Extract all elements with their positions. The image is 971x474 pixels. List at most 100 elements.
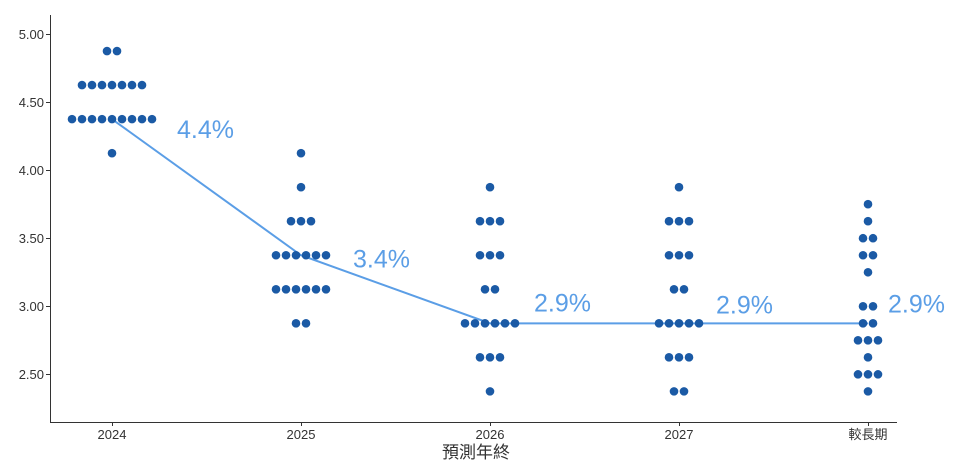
- dot-2027: [694, 319, 704, 328]
- dot-2027: [674, 250, 684, 260]
- dot-2026: [485, 353, 495, 362]
- dot-2025: [281, 250, 291, 260]
- dot-longer-run: [863, 216, 873, 226]
- dot-longer-run: [863, 370, 873, 379]
- median-labels: 4.4% 3.4% 2.9% 2.9% 2.9%: [177, 116, 945, 319]
- dot-longer-run: [858, 319, 868, 328]
- x-tick-label-2025: 2025: [287, 427, 316, 442]
- median-label-2027: 2.9%: [716, 291, 773, 319]
- dot-2024: [77, 114, 87, 124]
- dot-2027: [674, 216, 684, 226]
- dot-2026: [480, 319, 490, 328]
- dot-2026: [490, 284, 500, 294]
- dot-2027: [674, 353, 684, 362]
- dot-2025: [311, 250, 321, 260]
- dot-2026: [495, 250, 505, 260]
- dot-2025: [291, 319, 301, 328]
- dot-2026: [475, 216, 485, 226]
- x-tick-label-2024: 2024: [98, 427, 127, 442]
- dot-2025: [306, 216, 316, 226]
- dot-2027: [684, 250, 694, 260]
- dot-2024: [67, 114, 77, 124]
- dot-2026: [480, 284, 490, 294]
- dot-2026: [485, 182, 495, 192]
- dot-longer-run: [858, 301, 868, 311]
- dot-2024: [137, 80, 147, 90]
- dot-2027: [684, 319, 694, 328]
- dot-2026: [460, 319, 470, 328]
- dot-longer-run: [853, 336, 863, 345]
- x-tick-label-2027: 2027: [665, 427, 694, 442]
- dot-2024: [112, 46, 122, 56]
- median-label-2026: 2.9%: [534, 289, 591, 317]
- dot-2024: [107, 148, 117, 158]
- median-label-longer-run: 2.9%: [888, 290, 945, 318]
- dot-2025: [321, 250, 331, 260]
- median-line: [111, 118, 868, 325]
- median-line-group: [111, 118, 868, 325]
- x-tick-label-longer-run: 較長期: [848, 427, 887, 442]
- dot-2024: [97, 80, 107, 90]
- dot-longer-run: [858, 250, 868, 260]
- axes: [50, 15, 897, 423]
- dot-2025: [301, 284, 311, 294]
- dot-2024: [117, 114, 127, 124]
- y-tick-label: 3.00: [19, 299, 44, 314]
- dot-2026: [485, 216, 495, 226]
- dot-2027: [684, 353, 694, 362]
- dot-2024: [102, 46, 112, 56]
- dot-2026: [475, 250, 485, 260]
- dot-2024: [127, 114, 137, 124]
- dot-longer-run: [868, 233, 878, 243]
- dot-2025: [296, 182, 306, 192]
- dot-longer-run: [863, 353, 873, 362]
- dot-2026: [495, 353, 505, 362]
- dot-longer-run: [873, 336, 883, 345]
- median-label-2024: 4.4%: [177, 116, 234, 144]
- dot-2025: [271, 284, 281, 294]
- median-label-2025: 3.4%: [353, 245, 410, 273]
- dot-2027: [679, 284, 689, 294]
- y-tick-label: 5.00: [19, 27, 44, 42]
- dot-2026: [495, 216, 505, 226]
- dot-2027: [674, 319, 684, 328]
- dot-2027: [669, 387, 679, 396]
- dot-2026: [485, 387, 495, 396]
- dot-2027: [664, 216, 674, 226]
- dot-longer-run: [863, 336, 873, 345]
- dot-2026: [475, 353, 485, 362]
- y-tick-label: 2.50: [19, 367, 44, 382]
- dot-2027: [654, 319, 664, 328]
- dot-2024: [77, 80, 87, 90]
- dot-longer-run: [868, 319, 878, 328]
- dot-2024: [137, 114, 147, 124]
- dot-longer-run: [863, 267, 873, 277]
- x-tick-label-2026: 2026: [476, 427, 505, 442]
- dot-2025: [281, 284, 291, 294]
- dot-longer-run: [873, 370, 883, 379]
- dot-2025: [301, 319, 311, 328]
- dot-2026: [500, 319, 510, 328]
- dot-2027: [664, 250, 674, 260]
- dot-2027: [664, 319, 674, 328]
- participant-dots: [67, 46, 883, 396]
- dot-2027: [684, 216, 694, 226]
- dot-2025: [296, 148, 306, 158]
- dot-2024: [147, 114, 157, 124]
- y-tick-label: 4.00: [19, 163, 44, 178]
- dot-longer-run: [853, 370, 863, 379]
- dot-longer-run: [868, 250, 878, 260]
- dot-2024: [107, 80, 117, 90]
- dot-2024: [87, 80, 97, 90]
- dot-2026: [490, 319, 500, 328]
- dot-2024: [97, 114, 107, 124]
- dot-2026: [470, 319, 480, 328]
- dot-2027: [664, 353, 674, 362]
- dot-2025: [311, 284, 321, 294]
- dot-2025: [291, 284, 301, 294]
- dot-2027: [679, 387, 689, 396]
- dot-2026: [510, 319, 520, 328]
- dot-2024: [87, 114, 97, 124]
- dot-longer-run: [863, 387, 873, 396]
